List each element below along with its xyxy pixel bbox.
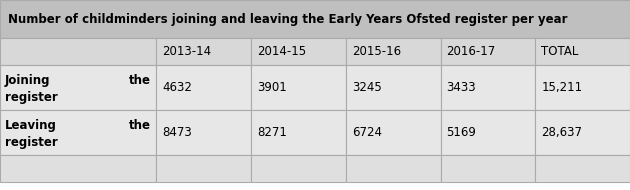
Text: 2016-17: 2016-17 [447,45,496,58]
Bar [156,38,251,65]
Bar [0,0,630,38]
Bar [536,155,630,182]
Text: 2014-15: 2014-15 [257,45,306,58]
Text: 4632: 4632 [163,81,192,94]
Bar [440,110,536,155]
Text: 15,211: 15,211 [541,81,582,94]
Bar [536,110,630,155]
Bar [536,38,630,65]
Bar [346,155,440,182]
Bar [156,155,251,182]
Bar [440,155,536,182]
Text: Joining: Joining [5,74,50,87]
Bar [440,65,536,110]
Text: Leaving: Leaving [5,119,57,132]
Bar [251,155,346,182]
Text: 3901: 3901 [257,81,287,94]
Bar [156,65,251,110]
Text: 5169: 5169 [447,126,476,139]
Bar [346,65,440,110]
Text: the: the [129,119,151,132]
Bar [0,38,156,65]
Text: Number of childminders joining and leaving the Early Years Ofsted register per y: Number of childminders joining and leavi… [8,13,568,25]
Bar [0,155,156,182]
Text: register: register [5,136,58,149]
Bar [251,65,346,110]
Bar [156,110,251,155]
Bar [251,110,346,155]
Text: register: register [5,91,58,104]
Bar [0,110,156,155]
Bar [251,38,346,65]
Text: TOTAL: TOTAL [541,45,578,58]
Text: 8473: 8473 [163,126,192,139]
Text: 28,637: 28,637 [541,126,582,139]
Text: 2013-14: 2013-14 [163,45,212,58]
Text: 3245: 3245 [352,81,382,94]
Bar [346,110,440,155]
Text: 3433: 3433 [447,81,476,94]
Bar [0,65,156,110]
Text: 2015-16: 2015-16 [352,45,401,58]
Text: the: the [129,74,151,87]
Text: 6724: 6724 [352,126,382,139]
Text: 8271: 8271 [257,126,287,139]
Bar [346,38,440,65]
Bar [440,38,536,65]
Bar [536,65,630,110]
